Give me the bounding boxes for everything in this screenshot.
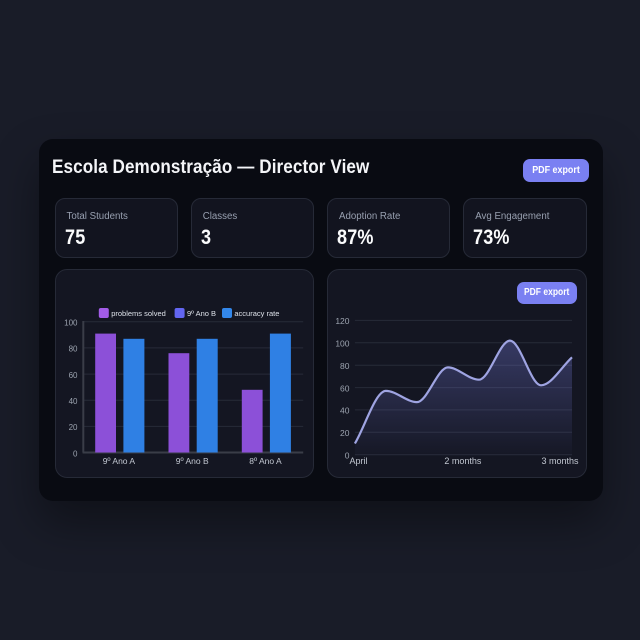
svg-text:0: 0 <box>73 449 78 458</box>
svg-text:80: 80 <box>340 361 350 371</box>
svg-text:120: 120 <box>335 316 349 326</box>
svg-text:80: 80 <box>68 345 77 354</box>
svg-text:2 months: 2 months <box>444 456 482 466</box>
svg-text:9º Ano B: 9º Ano B <box>187 309 216 318</box>
svg-text:0: 0 <box>345 451 350 461</box>
svg-text:9º Ano A: 9º Ano A <box>102 456 135 466</box>
svg-text:20: 20 <box>340 428 350 438</box>
svg-text:3 months: 3 months <box>541 456 579 466</box>
svg-text:9º Ano B: 9º Ano B <box>175 456 208 466</box>
svg-text:40: 40 <box>68 397 77 406</box>
svg-text:60: 60 <box>68 371 77 380</box>
svg-text:April: April <box>349 456 367 466</box>
svg-text:problems solved: problems solved <box>111 309 166 318</box>
svg-text:100: 100 <box>64 319 78 328</box>
svg-text:100: 100 <box>335 339 349 349</box>
svg-text:40: 40 <box>340 406 350 416</box>
svg-text:8º Ano A: 8º Ano A <box>249 456 282 466</box>
svg-text:20: 20 <box>68 423 77 432</box>
svg-text:60: 60 <box>340 383 350 393</box>
svg-text:accuracy rate: accuracy rate <box>234 309 279 318</box>
